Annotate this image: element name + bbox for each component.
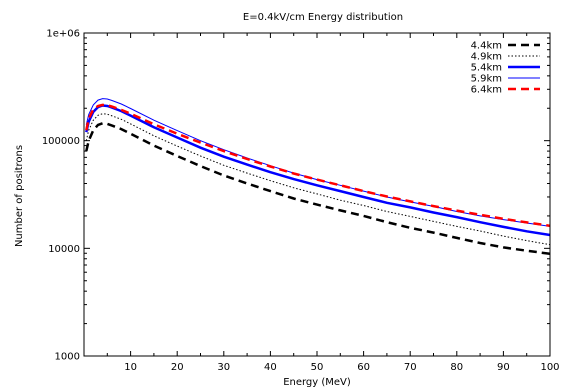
x-axis-label: Energy (MeV) xyxy=(283,377,351,388)
chart-title: E=0.4kV/cm Energy distribution xyxy=(243,12,403,23)
x-tick-label: 40 xyxy=(264,362,277,373)
x-tick-label: 70 xyxy=(404,362,417,373)
series-line-4.9km xyxy=(85,113,551,246)
y-tick-label: 100000 xyxy=(42,136,80,147)
y-tick-label: 10000 xyxy=(48,244,80,255)
x-tick-label: 80 xyxy=(450,362,463,373)
plot-frame xyxy=(83,32,551,357)
x-tick-label: 20 xyxy=(171,362,184,373)
series-layer xyxy=(85,98,551,256)
y-tick-label: 1e+06 xyxy=(46,29,80,40)
x-tick-label: 90 xyxy=(497,362,510,373)
x-tick-label: 50 xyxy=(311,362,324,373)
series-line-6.4km xyxy=(85,103,551,228)
series-line-5.4km xyxy=(85,104,551,237)
legend-label: 6.4km xyxy=(471,85,502,96)
x-tick-label: 100 xyxy=(540,362,559,373)
x-tick-label: 30 xyxy=(217,362,230,373)
series-line-4.4km xyxy=(85,122,551,256)
legend-label: 4.4km xyxy=(471,41,502,52)
legend-label: 4.9km xyxy=(471,52,502,63)
legend-label: 5.4km xyxy=(471,63,502,74)
y-axis-label: Number of positrons xyxy=(14,145,25,247)
legend-label: 5.9km xyxy=(471,74,502,85)
y-tick-label: 1000 xyxy=(55,352,80,363)
x-tick-label: 60 xyxy=(357,362,370,373)
x-tick-label: 10 xyxy=(124,362,137,373)
series-line-5.9km xyxy=(85,98,551,227)
